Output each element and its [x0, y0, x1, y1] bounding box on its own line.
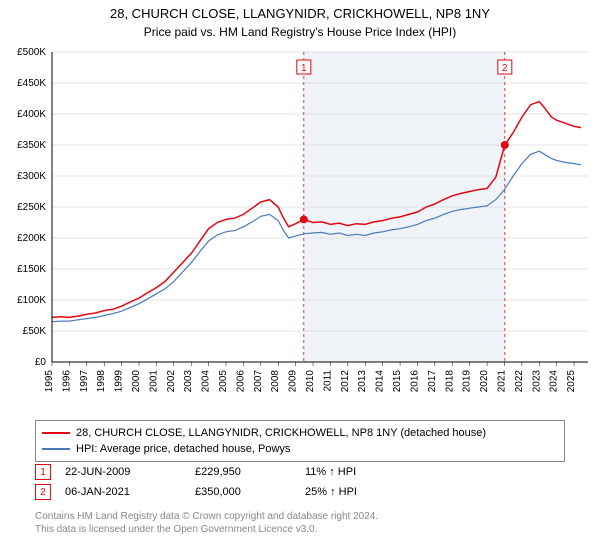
- svg-text:2019: 2019: [462, 370, 473, 393]
- svg-text:2007: 2007: [253, 370, 264, 393]
- svg-text:2021: 2021: [496, 370, 507, 393]
- svg-text:2024: 2024: [549, 370, 560, 393]
- svg-text:2010: 2010: [305, 370, 316, 393]
- footer-line: This data is licensed under the Open Gov…: [35, 523, 565, 536]
- sale-delta: 25% ↑ HPI: [305, 486, 405, 498]
- legend-swatch: [42, 432, 70, 434]
- svg-text:£300K: £300K: [17, 171, 46, 182]
- chart-title: 28, CHURCH CLOSE, LLANGYNIDR, CRICKHOWEL…: [0, 0, 600, 23]
- legend-row: 28, CHURCH CLOSE, LLANGYNIDR, CRICKHOWEL…: [42, 425, 558, 441]
- legend-row: HPI: Average price, detached house, Powy…: [42, 441, 558, 457]
- svg-text:2016: 2016: [409, 370, 420, 393]
- chart-subtitle: Price paid vs. HM Land Registry's House …: [0, 25, 600, 39]
- svg-text:2008: 2008: [270, 370, 281, 393]
- svg-text:£450K: £450K: [17, 78, 46, 89]
- svg-text:2003: 2003: [183, 370, 194, 393]
- footer-attribution: Contains HM Land Registry data © Crown c…: [35, 510, 565, 536]
- sale-date: 22-JUN-2009: [65, 466, 195, 478]
- svg-text:2014: 2014: [375, 370, 386, 393]
- svg-text:2: 2: [502, 63, 508, 74]
- svg-text:2015: 2015: [392, 370, 403, 393]
- svg-text:2002: 2002: [166, 370, 177, 393]
- footer-line: Contains HM Land Registry data © Crown c…: [35, 510, 565, 523]
- svg-text:1998: 1998: [96, 370, 107, 393]
- legend-label: HPI: Average price, detached house, Powy…: [76, 443, 290, 455]
- svg-text:2001: 2001: [148, 370, 159, 393]
- svg-text:£350K: £350K: [17, 140, 46, 151]
- sale-price: £350,000: [195, 486, 305, 498]
- svg-text:£50K: £50K: [23, 326, 47, 337]
- sale-marker-icon: 1: [35, 464, 51, 480]
- svg-text:£200K: £200K: [17, 233, 46, 244]
- sale-row: 1 22-JUN-2009£229,95011% ↑ HPI: [35, 462, 565, 482]
- svg-text:2006: 2006: [235, 370, 246, 393]
- svg-text:2025: 2025: [566, 370, 577, 393]
- sale-price: £229,950: [195, 466, 305, 478]
- svg-text:1999: 1999: [114, 370, 125, 393]
- sale-row: 2 06-JAN-2021£350,00025% ↑ HPI: [35, 482, 565, 502]
- svg-text:1: 1: [301, 63, 307, 74]
- svg-text:2020: 2020: [479, 370, 490, 393]
- svg-text:£100K: £100K: [17, 295, 46, 306]
- chart-plot: £0 £50K £100K £150K £200K £250K £300K £350K £400…: [0, 44, 600, 414]
- svg-text:2022: 2022: [514, 370, 525, 393]
- sale-delta: 11% ↑ HPI: [305, 466, 405, 478]
- svg-text:1996: 1996: [61, 370, 72, 393]
- svg-text:1995: 1995: [44, 370, 55, 393]
- svg-text:2013: 2013: [357, 370, 368, 393]
- sales-table: 1 22-JUN-2009£229,95011% ↑ HPI 2 06-JAN-202…: [35, 462, 565, 502]
- svg-text:£500K: £500K: [17, 47, 46, 58]
- chart-container: 28, CHURCH CLOSE, LLANGYNIDR, CRICKHOWEL…: [0, 0, 600, 560]
- legend-label: 28, CHURCH CLOSE, LLANGYNIDR, CRICKHOWEL…: [76, 427, 486, 439]
- svg-text:2017: 2017: [427, 370, 438, 393]
- legend: 28, CHURCH CLOSE, LLANGYNIDR, CRICKHOWEL…: [35, 420, 565, 462]
- svg-text:£250K: £250K: [17, 202, 46, 213]
- svg-text:2009: 2009: [288, 370, 299, 393]
- svg-text:2004: 2004: [201, 370, 212, 393]
- svg-text:£400K: £400K: [17, 109, 46, 120]
- legend-swatch: [42, 448, 70, 450]
- svg-text:2018: 2018: [444, 370, 455, 393]
- svg-text:2000: 2000: [131, 370, 142, 393]
- svg-text:2011: 2011: [322, 370, 333, 392]
- svg-text:2023: 2023: [531, 370, 542, 393]
- svg-text:£0: £0: [35, 357, 47, 368]
- svg-text:£150K: £150K: [17, 264, 46, 275]
- svg-text:2005: 2005: [218, 370, 229, 393]
- svg-text:1997: 1997: [79, 370, 90, 393]
- sale-date: 06-JAN-2021: [65, 486, 195, 498]
- sale-marker-icon: 2: [35, 484, 51, 500]
- svg-text:2012: 2012: [340, 370, 351, 393]
